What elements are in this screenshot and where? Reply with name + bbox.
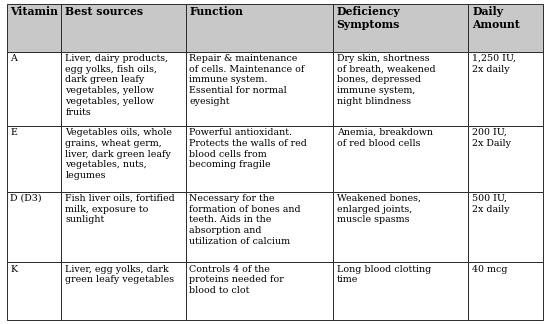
Text: D (D3): D (D3) bbox=[10, 194, 42, 203]
Text: 40 mcg: 40 mcg bbox=[472, 265, 508, 274]
Text: Vitamin: Vitamin bbox=[10, 6, 58, 17]
Bar bbox=[469, 262, 543, 320]
Bar bbox=[333, 126, 469, 192]
Text: Dry skin, shortness
of breath, weakened
bones, depressed
immune system,
night bl: Dry skin, shortness of breath, weakened … bbox=[337, 54, 435, 106]
Bar bbox=[7, 4, 62, 52]
Text: Function: Function bbox=[189, 6, 243, 17]
Text: Vegetables oils, whole
grains, wheat germ,
liver, dark green leafy
vegetables, n: Vegetables oils, whole grains, wheat ger… bbox=[65, 128, 172, 180]
Text: Weakened bones,
enlarged joints,
muscle spasms: Weakened bones, enlarged joints, muscle … bbox=[337, 194, 421, 225]
Text: A: A bbox=[10, 54, 18, 63]
Bar bbox=[7, 262, 62, 320]
Bar bbox=[333, 262, 469, 320]
Bar bbox=[333, 52, 469, 126]
Text: Fish liver oils, fortified
milk, exposure to
sunlight: Fish liver oils, fortified milk, exposur… bbox=[65, 194, 175, 225]
Bar bbox=[469, 52, 543, 126]
Bar bbox=[469, 192, 543, 262]
Text: Liver, egg yolks, dark
green leafy vegetables: Liver, egg yolks, dark green leafy veget… bbox=[65, 265, 174, 284]
Bar bbox=[62, 52, 185, 126]
Text: Long blood clotting
time: Long blood clotting time bbox=[337, 265, 431, 284]
Bar bbox=[185, 4, 333, 52]
Bar bbox=[185, 126, 333, 192]
Bar bbox=[469, 126, 543, 192]
Bar bbox=[62, 4, 185, 52]
Text: K: K bbox=[10, 265, 18, 274]
Bar bbox=[7, 52, 62, 126]
Text: Best sources: Best sources bbox=[65, 6, 144, 17]
Text: Repair & maintenance
of cells. Maintenance of
immune system.
Essential for norma: Repair & maintenance of cells. Maintenan… bbox=[189, 54, 305, 106]
Bar bbox=[185, 192, 333, 262]
Bar bbox=[185, 52, 333, 126]
Text: Deficiency
Symptoms: Deficiency Symptoms bbox=[337, 6, 400, 30]
Text: Anemia, breakdown
of red blood cells: Anemia, breakdown of red blood cells bbox=[337, 128, 432, 148]
Text: Daily
Amount: Daily Amount bbox=[472, 6, 520, 30]
Text: Controls 4 of the
proteins needed for
blood to clot: Controls 4 of the proteins needed for bl… bbox=[189, 265, 284, 295]
Bar bbox=[62, 126, 185, 192]
Text: 500 IU,
2x daily: 500 IU, 2x daily bbox=[472, 194, 510, 214]
Bar bbox=[7, 126, 62, 192]
Text: Powerful antioxidant.
Protects the walls of red
blood cells from
becoming fragil: Powerful antioxidant. Protects the walls… bbox=[189, 128, 307, 169]
Bar bbox=[62, 262, 185, 320]
Bar bbox=[185, 262, 333, 320]
Bar bbox=[7, 192, 62, 262]
Text: E: E bbox=[10, 128, 18, 137]
Text: Necessary for the
formation of bones and
teeth. Aids in the
absorption and
utili: Necessary for the formation of bones and… bbox=[189, 194, 301, 246]
Text: 1,250 IU,
2x daily: 1,250 IU, 2x daily bbox=[472, 54, 516, 74]
Text: Liver, dairy products,
egg yolks, fish oils,
dark green leafy
vegetables, yellow: Liver, dairy products, egg yolks, fish o… bbox=[65, 54, 168, 117]
Bar bbox=[469, 4, 543, 52]
Bar bbox=[333, 192, 469, 262]
Text: 200 IU,
2x Daily: 200 IU, 2x Daily bbox=[472, 128, 511, 148]
Bar bbox=[62, 192, 185, 262]
Bar bbox=[333, 4, 469, 52]
